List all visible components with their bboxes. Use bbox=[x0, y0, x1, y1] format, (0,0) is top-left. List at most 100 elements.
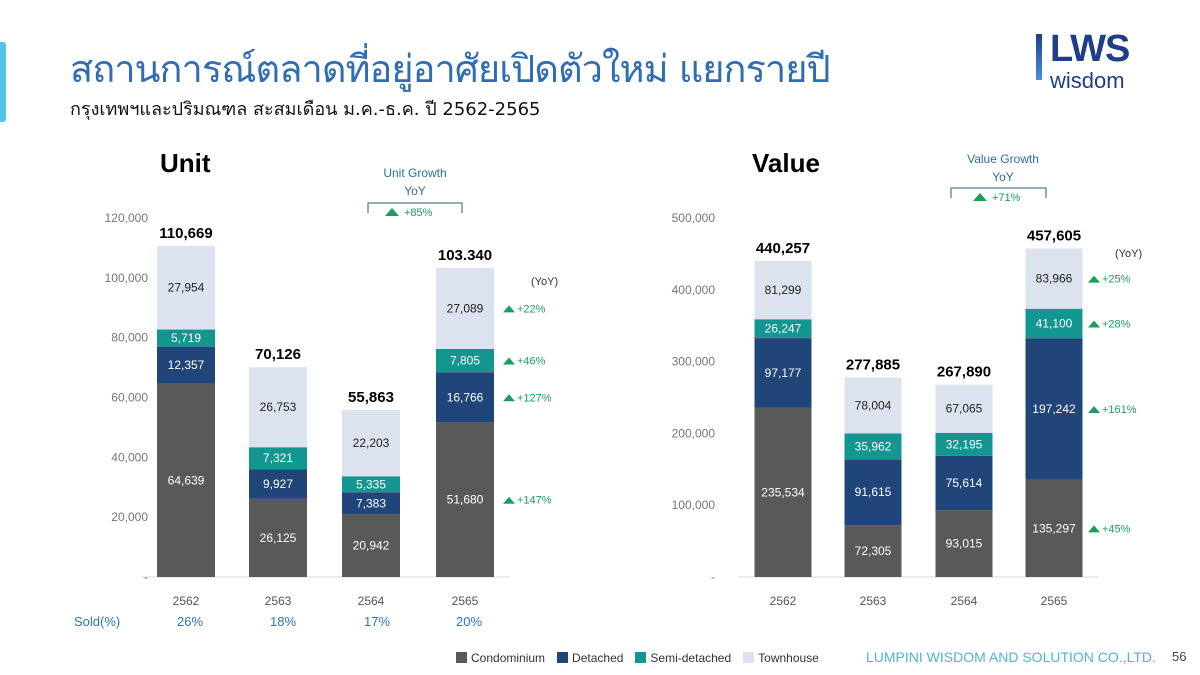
segment-label: 26,125 bbox=[260, 531, 297, 545]
yoy-header: (YoY) bbox=[531, 276, 558, 288]
growth-up-triangle-icon bbox=[503, 496, 515, 504]
bar-segment-semi-detached bbox=[754, 319, 812, 339]
segment-label: 32,195 bbox=[946, 437, 983, 451]
bar-segment-condominium bbox=[342, 514, 400, 577]
segment-label: 64,639 bbox=[168, 473, 205, 487]
bar-segment-condominium bbox=[249, 498, 307, 577]
total-label: 267,890 bbox=[937, 364, 991, 381]
bar-segment-townhouse bbox=[249, 367, 307, 448]
total-label: 277,885 bbox=[846, 356, 900, 373]
logo-sub: wisdom bbox=[1050, 68, 1125, 93]
bar-segment-townhouse bbox=[1025, 248, 1083, 309]
segment-label: 72,305 bbox=[855, 544, 892, 558]
sold-2564: 17% bbox=[364, 614, 391, 629]
yoy-growth-label: +45% bbox=[1102, 523, 1131, 535]
accent-bar bbox=[0, 42, 6, 122]
x-tick-label: 2562 bbox=[770, 594, 797, 608]
page-number: 56 bbox=[1172, 649, 1187, 664]
y-tick-label: 80,000 bbox=[111, 331, 148, 345]
legend-condominium: Condominium bbox=[456, 651, 545, 665]
value-chart-title: Value bbox=[752, 148, 820, 178]
segment-label: 41,100 bbox=[1036, 316, 1073, 330]
y-tick-label: 100,000 bbox=[105, 271, 149, 285]
y-tick-label: 120,000 bbox=[105, 211, 149, 225]
segment-label: 78,004 bbox=[855, 398, 892, 412]
bar-segment-semi-detached bbox=[342, 476, 400, 493]
y-tick-label: 100,000 bbox=[672, 498, 716, 512]
growth-bracket bbox=[950, 187, 1047, 198]
bar-segment-detached bbox=[436, 372, 494, 423]
logo-bar bbox=[1036, 34, 1042, 80]
segment-label: 197,242 bbox=[1032, 402, 1076, 416]
x-tick-label: 2565 bbox=[1041, 594, 1068, 608]
yoy-growth-label: +46% bbox=[517, 356, 546, 368]
bar-segment-semi-detached bbox=[249, 447, 307, 470]
yoy-growth-label: +28% bbox=[1102, 318, 1131, 330]
growth-up-triangle-icon bbox=[1088, 275, 1100, 283]
segment-label: 7,321 bbox=[263, 451, 293, 465]
segment-label: 97,177 bbox=[765, 366, 802, 380]
page-subtitle: กรุงเทพฯและปริมณฑล สะสมเดือน ม.ค.-ธ.ค. ป… bbox=[70, 99, 541, 120]
y-tick-label: 20,000 bbox=[111, 510, 148, 524]
legend-detached: Detached bbox=[557, 651, 623, 665]
segment-label: 91,615 bbox=[855, 485, 892, 499]
legend: Condominium Detached Semi-detached Townh… bbox=[456, 651, 819, 665]
total-label: 440,257 bbox=[756, 240, 810, 257]
segment-label: 7,383 bbox=[356, 496, 386, 510]
bar-segment-townhouse bbox=[844, 377, 902, 434]
growth-up-triangle-icon bbox=[385, 208, 399, 216]
bar-segment-condominium bbox=[935, 510, 993, 577]
logo-main: LWS bbox=[1050, 28, 1130, 70]
y-tick-label: - bbox=[711, 570, 715, 584]
bar-segment-condominium bbox=[1025, 479, 1083, 577]
segment-label: 16,766 bbox=[447, 390, 484, 404]
growth-up-triangle-icon bbox=[973, 193, 987, 201]
y-tick-label: 200,000 bbox=[672, 426, 716, 440]
legend-townhouse: Townhouse bbox=[743, 651, 819, 665]
bar-segment-semi-detached bbox=[844, 433, 902, 460]
y-tick-label: 60,000 bbox=[111, 391, 148, 405]
bar-segment-condominium bbox=[157, 383, 215, 577]
x-tick-label: 2565 bbox=[452, 594, 479, 608]
bar-segment-detached bbox=[754, 338, 812, 408]
y-tick-label: 300,000 bbox=[672, 355, 716, 369]
yoy-growth-label: +22% bbox=[517, 303, 546, 315]
segment-label: 7,805 bbox=[450, 354, 480, 368]
segment-label: 75,614 bbox=[946, 476, 983, 490]
bar-segment-condominium bbox=[754, 407, 812, 577]
unit-chart: -20,00040,00060,00080,000100,000120,0006… bbox=[105, 166, 559, 608]
x-tick-label: 2563 bbox=[860, 594, 887, 608]
sold-2562: 26% bbox=[177, 614, 204, 629]
y-tick-label: 40,000 bbox=[111, 450, 148, 464]
segment-label: 67,065 bbox=[946, 402, 983, 416]
unit-chart-title: Unit bbox=[160, 148, 211, 178]
bar-segment-detached bbox=[249, 469, 307, 499]
total-label: 103.340 bbox=[438, 247, 492, 264]
bar-segment-detached bbox=[157, 346, 215, 384]
segment-label: 26,247 bbox=[765, 322, 802, 336]
growth-up-triangle-icon bbox=[1088, 320, 1100, 328]
yoy-header: (YoY) bbox=[1115, 248, 1142, 260]
segment-label: 135,297 bbox=[1032, 521, 1076, 535]
value-chart: - 100,000 200,000 300,000 400,000 500,000 235,… bbox=[672, 152, 1143, 608]
bar-segment-semi-detached bbox=[157, 329, 215, 347]
bar-segment-townhouse bbox=[754, 260, 812, 320]
legend-semi-detached: Semi-detached bbox=[635, 651, 731, 665]
yoy-growth-label: +127% bbox=[517, 392, 552, 404]
x-tick-label: 2564 bbox=[358, 594, 385, 608]
segment-label: 35,962 bbox=[855, 439, 892, 453]
growth-value: +71% bbox=[992, 192, 1021, 204]
segment-label: 81,299 bbox=[765, 283, 802, 297]
yoy-growth-label: +25% bbox=[1102, 274, 1131, 286]
growth-up-triangle-icon bbox=[503, 305, 515, 313]
bar-segment-townhouse bbox=[935, 384, 993, 433]
segment-label: 235,534 bbox=[761, 485, 805, 499]
total-label: 70,126 bbox=[255, 346, 301, 363]
segment-label: 93,015 bbox=[946, 537, 983, 551]
x-tick-label: 2562 bbox=[173, 594, 200, 608]
growth-bracket bbox=[367, 202, 463, 213]
sold-label: Sold(%) bbox=[74, 614, 121, 629]
segment-label: 27,954 bbox=[168, 281, 205, 295]
segment-label: 12,357 bbox=[168, 358, 205, 372]
